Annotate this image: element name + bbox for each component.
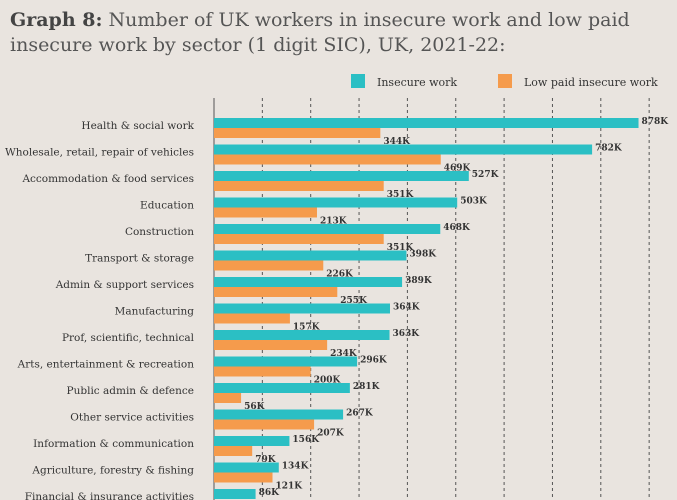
- bar-low-paid: [214, 154, 441, 165]
- legend-swatch-low-paid: [498, 74, 512, 88]
- value-label: 468K: [443, 223, 471, 233]
- value-label: 503K: [460, 197, 488, 207]
- category-label: Transport & storage: [85, 253, 194, 265]
- value-label: 56K: [244, 402, 266, 412]
- bar-insecure: [214, 118, 639, 128]
- value-label: 527K: [472, 170, 500, 180]
- value-label: 351K: [387, 190, 415, 200]
- value-label: 121K: [276, 482, 304, 492]
- value-label: 156K: [292, 435, 320, 445]
- category-label: Other service activities: [70, 412, 194, 424]
- value-label: 398K: [409, 250, 437, 260]
- bar-insecure: [214, 436, 290, 446]
- value-label: 86K: [259, 488, 281, 498]
- category-label: Admin & support services: [55, 279, 194, 291]
- category-label: Health & social work: [81, 120, 194, 132]
- bar-insecure: [214, 356, 358, 367]
- value-label: 79K: [255, 455, 277, 465]
- category-label: Manufacturing: [115, 306, 195, 318]
- value-label: 226K: [326, 270, 354, 280]
- legend-label-low-paid: Low paid insecure work: [524, 76, 658, 89]
- bar-low-paid: [214, 128, 381, 138]
- legend-item-insecure: Insecure work: [351, 74, 457, 89]
- bar-low-paid: [214, 234, 384, 244]
- bar-insecure: [214, 224, 441, 234]
- category-label: Construction: [125, 226, 194, 238]
- value-label: 281K: [353, 382, 381, 392]
- bar-low-paid: [214, 472, 273, 483]
- legend-item-low-paid: Low paid insecure work: [498, 74, 658, 89]
- bar-insecure: [214, 277, 403, 287]
- category-label: Accommodation & food services: [21, 173, 194, 185]
- legend-swatch-insecure: [351, 74, 365, 88]
- value-label: 878K: [642, 117, 670, 127]
- chart-title: Graph 8: Number of UK workers in insecur…: [10, 8, 660, 58]
- bar-insecure: [214, 197, 458, 208]
- value-label: 389K: [405, 276, 433, 286]
- bar-low-paid: [214, 313, 290, 324]
- category-label: Wholesale, retail, repair of vehicles: [5, 147, 194, 159]
- value-label: 469K: [444, 164, 472, 174]
- category-labels: Health & social work Wholesale, retail, r…: [5, 120, 195, 500]
- grid-lines: [213, 98, 650, 500]
- bar-insecure: [214, 144, 593, 155]
- value-label: 296K: [360, 356, 388, 366]
- bar-low-paid: [214, 446, 253, 456]
- bar-low-paid: [214, 207, 317, 218]
- category-label: Public admin & defence: [67, 385, 194, 397]
- category-label: Financial & insurance activities: [25, 491, 194, 500]
- value-label: 157K: [293, 323, 321, 333]
- bar-low-paid: [214, 419, 315, 430]
- bar-low-paid: [214, 340, 328, 350]
- bar-low-paid: [214, 260, 324, 271]
- category-label: Agriculture, forestry & fishing: [31, 465, 194, 477]
- bar-insecure: [214, 330, 390, 340]
- value-label: 344K: [383, 137, 411, 147]
- value-label: 134K: [282, 462, 310, 472]
- value-label: 363K: [393, 329, 421, 339]
- chart-title-prefix: Graph 8:: [10, 9, 103, 31]
- legend-label-insecure: Insecure work: [377, 76, 458, 89]
- bar-insecure: [214, 171, 469, 181]
- bar-insecure: [214, 409, 344, 420]
- bar-low-paid: [214, 366, 311, 377]
- value-label: 234K: [330, 349, 358, 359]
- value-label: 267K: [346, 409, 374, 419]
- bar-insecure: [214, 383, 350, 393]
- bar-insecure: [214, 250, 407, 261]
- bar-insecure: [214, 489, 256, 499]
- bar-low-paid: [214, 393, 242, 403]
- value-label: 364K: [393, 303, 421, 313]
- value-label: 213K: [320, 217, 348, 227]
- value-label: 351K: [387, 243, 415, 253]
- bar-insecure: [214, 462, 279, 473]
- bar-low-paid: [214, 287, 338, 297]
- bar-insecure: [214, 303, 390, 314]
- bar-low-paid: [214, 181, 384, 191]
- value-label: 200K: [314, 376, 342, 386]
- category-label: Prof, scientific, technical: [62, 332, 195, 344]
- value-label: 207K: [317, 429, 345, 439]
- category-label: Education: [140, 200, 194, 212]
- value-label: 255K: [340, 296, 368, 306]
- value-label: 782K: [595, 144, 623, 154]
- category-label: Information & communication: [33, 438, 194, 450]
- chart-title-text: Number of UK workers in insecure work an…: [10, 9, 630, 56]
- category-label: Arts, entertainment & recreation: [17, 359, 195, 371]
